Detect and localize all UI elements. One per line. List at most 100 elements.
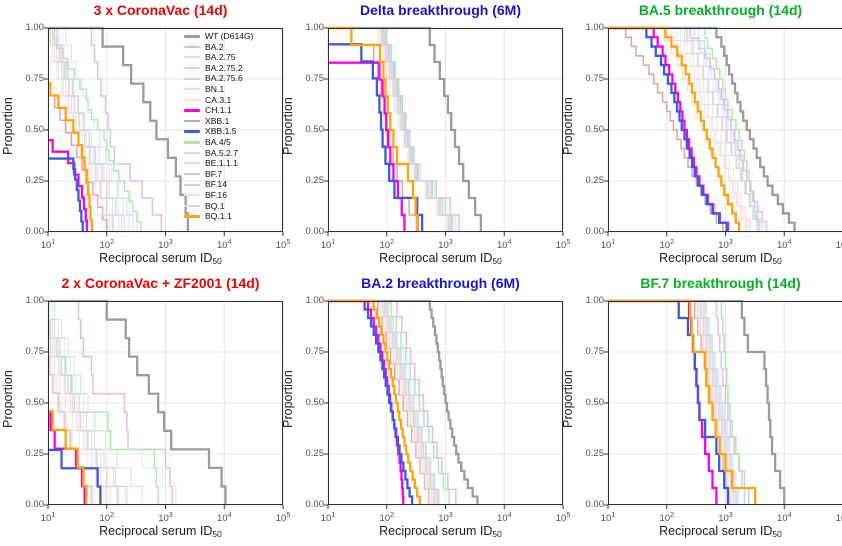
legend-swatch — [184, 140, 200, 144]
legend-item: CH.1.1 — [184, 105, 283, 116]
ecdf-curve-bq.1.1 — [608, 299, 757, 505]
panel-delta-breakthrough: Delta breakthrough (6M) Proportion 1.00 0… — [280, 0, 570, 273]
legend-swatch — [184, 98, 200, 101]
ecdf-curve-ba.5.2.7 — [48, 27, 130, 232]
legend-swatch — [184, 34, 200, 38]
legend-label: BF.16 — [205, 189, 227, 200]
legend-swatch — [184, 162, 200, 165]
plot-area: WT (D614G) BA.2 BA.2.75 BA.2.75.2 BA.2.75.6 B… — [44, 26, 284, 236]
x-tick-label: 101 — [320, 512, 336, 525]
legend-item: BA.2 — [184, 42, 283, 53]
y-tick-label: 0.00 — [305, 226, 325, 237]
x-tick-label: 103 — [438, 512, 453, 525]
y-axis-tick-labels: 1.00 0.75 0.50 0.25 0.00 — [14, 23, 45, 237]
legend-label: BF.14 — [205, 179, 227, 190]
x-tick-label: 104 — [777, 512, 792, 525]
ecdf-curve-bf.16 — [608, 27, 750, 232]
legend-label: XBB.1 — [205, 115, 230, 126]
legend-item: BA.2.75.2 — [184, 63, 283, 74]
legend-swatch — [184, 45, 200, 49]
ecdf-curve-bf.16 — [328, 300, 430, 505]
legend-swatch — [184, 183, 200, 186]
y-tick-label: 0.00 — [585, 226, 605, 237]
y-tick-label: 0.25 — [25, 448, 45, 459]
plot-area — [604, 26, 842, 236]
y-tick-label: 0.50 — [585, 124, 605, 135]
x-axis-label-text: Reciprocal serum ID — [379, 524, 493, 538]
y-tick-label: 0.50 — [25, 397, 45, 408]
y-axis-tick-labels: 1.00 0.75 0.50 0.25 0.00 — [14, 296, 45, 510]
ecdf-curve-ba.4-5 — [608, 300, 746, 505]
legend-label: BA.5.2.7 — [205, 147, 238, 158]
panel-title: 2 x CoronaVac + ZF2001 (14d) — [61, 275, 260, 291]
legend-label: CH.1.1 — [205, 105, 232, 116]
panel-title: BA.2 breakthrough (6M) — [361, 275, 520, 291]
legend-swatch — [184, 151, 200, 154]
ecdf-plot — [44, 299, 284, 509]
ecdf-curve-wt-d614g- — [328, 299, 479, 505]
ecdf-curve-wt-d614g- — [328, 26, 483, 232]
x-axis-label-subscript: 50 — [492, 529, 502, 539]
x-tick-label: 103 — [718, 512, 733, 525]
legend-item: XBB.1 — [184, 116, 283, 127]
legend-label: BN.1 — [205, 83, 225, 94]
x-axis-label-text: Reciprocal serum ID — [659, 251, 773, 265]
y-tick-label: 1.00 — [305, 22, 325, 33]
plot-area — [324, 26, 564, 236]
x-tick-label: 104 — [777, 239, 792, 252]
x-axis-label: Reciprocal serum ID50 — [38, 524, 283, 539]
x-axis-tick-labels: 101 102 103 104 105 — [41, 237, 290, 252]
panel-2x-coronavac-zf2001: 2 x CoronaVac + ZF2001 (14d) Proportion … — [0, 273, 290, 546]
x-tick-label: 102 — [99, 239, 114, 252]
y-tick-label: 0.75 — [25, 346, 45, 357]
legend-label: BQ.1.1 — [205, 211, 232, 222]
x-tick-label: 104 — [217, 512, 232, 525]
legend-swatch — [184, 204, 200, 208]
y-tick-label: 0.00 — [585, 499, 605, 510]
x-tick-label: 104 — [497, 239, 512, 252]
y-tick-label: 0.25 — [585, 448, 605, 459]
x-tick-label: 103 — [158, 239, 173, 252]
ecdf-curve-bq.1 — [48, 318, 118, 505]
y-tick-label: 0.75 — [25, 73, 45, 84]
x-axis-label-text: Reciprocal serum ID — [99, 524, 213, 538]
x-tick-label: 102 — [379, 239, 394, 252]
x-tick-label: 103 — [438, 239, 453, 252]
panel-title: Delta breakthrough (6M) — [359, 2, 521, 18]
y-tick-label: 0.00 — [305, 499, 325, 510]
x-axis-label-subscript: 50 — [212, 529, 222, 539]
ecdf-curve-xbb.1.5 — [48, 157, 84, 232]
legend-item: WT (D614G) — [184, 31, 283, 42]
y-tick-label: 0.25 — [25, 175, 45, 186]
y-tick-label: 0.25 — [305, 175, 325, 186]
ecdf-curve-bq.1 — [48, 27, 114, 232]
panel-bf7-breakthrough: BF.7 breakthrough (14d) Proportion 1.00 0… — [560, 273, 842, 546]
ecdf-curve-xbb.1.5 — [48, 448, 102, 505]
y-axis-tick-labels: 1.00 0.75 0.50 0.25 0.00 — [574, 23, 605, 237]
x-axis-label: Reciprocal serum ID50 — [38, 251, 283, 266]
legend-swatch — [184, 214, 200, 218]
x-tick-label: 105 — [835, 240, 842, 252]
x-tick-label: 101 — [40, 512, 56, 525]
legend-label: BA.4/5 — [205, 136, 231, 147]
y-tick-label: 0.00 — [25, 499, 45, 510]
ecdf-curve-bf.7 — [608, 27, 763, 232]
legend-item: BE.1.1.1 — [184, 158, 283, 169]
legend-label: CA.3.1 — [205, 94, 232, 105]
x-axis-label: Reciprocal serum ID50 — [598, 251, 842, 266]
legend-item: BF.7 — [184, 169, 283, 180]
panel-title: BF.7 breakthrough (14d) — [640, 275, 801, 291]
legend-label: BF.7 — [205, 168, 223, 179]
legend-swatch — [184, 108, 200, 113]
legend-label: XBB.1.5 — [205, 126, 237, 137]
y-tick-label: 0.75 — [585, 73, 605, 84]
x-axis-label-subscript: 50 — [772, 529, 782, 539]
legend-swatch — [184, 119, 200, 123]
ecdf-curve-bq.1.1 — [608, 26, 741, 232]
ecdf-curve-ba.2.75.2 — [608, 27, 740, 232]
ecdf-curve-bq.1 — [608, 27, 761, 232]
ecdf-curve-xbb.1.5 — [608, 299, 730, 505]
x-axis-label: Reciprocal serum ID50 — [598, 524, 842, 539]
legend-item: BA.4/5 — [184, 137, 283, 148]
legend-swatch — [184, 194, 200, 197]
